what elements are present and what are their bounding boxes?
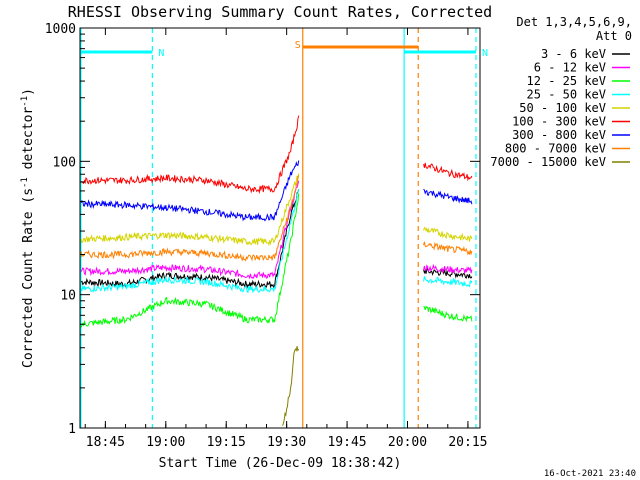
series-line-6-b bbox=[423, 188, 473, 205]
x-tick-label-3: 19:30 bbox=[267, 435, 306, 450]
legend-label-7: 800 - 7000 keV bbox=[505, 142, 606, 156]
y-tick-label-0: 1 bbox=[68, 422, 76, 437]
y-axis-label-main: Corrected Count Rate (s bbox=[21, 188, 36, 368]
x-axis-ticks: 18:45 19:00 19:15 19:30 19:45 20:00 20:15 bbox=[84, 28, 487, 450]
legend-label-5: 100 - 300 keV bbox=[512, 115, 606, 129]
series-line-4-b bbox=[423, 226, 473, 242]
series-line-5-a bbox=[80, 115, 300, 195]
y-tick-label-3: 1000 bbox=[45, 22, 76, 37]
series-line-2-b bbox=[423, 305, 473, 323]
series-line-1-b bbox=[423, 263, 473, 275]
series-line-6-a bbox=[80, 160, 300, 222]
generation-timestamp: 16-Oct-2021 23:40 bbox=[544, 469, 636, 479]
x-tick-label-4: 19:45 bbox=[327, 435, 366, 450]
series-line-3-a bbox=[80, 188, 300, 294]
y-axis-ticks: 1 10 100 1000 bbox=[45, 22, 480, 437]
series-line-5-b bbox=[423, 162, 473, 182]
series-line-2-a bbox=[80, 193, 300, 328]
series-line-7-b bbox=[423, 241, 473, 256]
flag-bars: N NS bbox=[80, 40, 488, 59]
series-line-7-a bbox=[80, 175, 300, 262]
y-axis-label-sup2: -1 bbox=[20, 96, 30, 107]
legend-label-8: 7000 - 15000 keV bbox=[490, 155, 606, 169]
y-axis-label-mid: detector bbox=[21, 107, 36, 178]
series-line-4-a bbox=[80, 173, 300, 247]
legend-label-6: 300 - 800 keV bbox=[512, 128, 606, 142]
x-tick-label-0: 18:45 bbox=[86, 435, 125, 450]
chart-title: RHESSI Observing Summary Count Rates, Co… bbox=[68, 3, 492, 21]
flag-label-2: S bbox=[295, 40, 301, 51]
series-line-0-a bbox=[80, 188, 300, 289]
time-markers bbox=[80, 28, 477, 428]
plot-frame bbox=[79, 27, 481, 429]
legend-header-line1: Det 1,3,4,5,6,9, bbox=[516, 15, 632, 29]
x-tick-label-1: 19:00 bbox=[146, 435, 185, 450]
legend-label-0: 3 - 6 keV bbox=[541, 47, 606, 61]
legend-header-line2: Att 0 bbox=[596, 29, 632, 43]
flag-label-0: N bbox=[158, 48, 164, 59]
x-tick-label-2: 19:15 bbox=[207, 435, 246, 450]
y-tick-label-1: 10 bbox=[60, 289, 76, 304]
series-lines bbox=[80, 115, 473, 426]
legend-label-1: 6 - 12 keV bbox=[534, 61, 606, 75]
y-axis-label-sup1: -1 bbox=[20, 177, 30, 188]
series-line-1-a bbox=[80, 180, 300, 280]
legend-label-4: 50 - 100 keV bbox=[519, 101, 606, 115]
x-axis-label: Start Time (26-Dec-09 18:38:42) bbox=[159, 456, 402, 471]
y-tick-label-2: 100 bbox=[53, 155, 76, 170]
x-tick-label-5: 20:00 bbox=[388, 435, 427, 450]
x-tick-label-6: 20:15 bbox=[448, 435, 487, 450]
series-line-3-b bbox=[423, 276, 473, 288]
legend-label-3: 25 - 50 keV bbox=[527, 88, 606, 102]
legend-label-2: 12 - 25 keV bbox=[527, 74, 606, 88]
flag-label-1: N bbox=[482, 48, 488, 59]
series-line-0-b bbox=[423, 267, 473, 279]
y-axis-label: Corrected Count Rate (s-1 detector-1) bbox=[20, 88, 36, 368]
y-axis-label-end: ) bbox=[21, 88, 36, 96]
series-line-8-a bbox=[282, 346, 300, 426]
